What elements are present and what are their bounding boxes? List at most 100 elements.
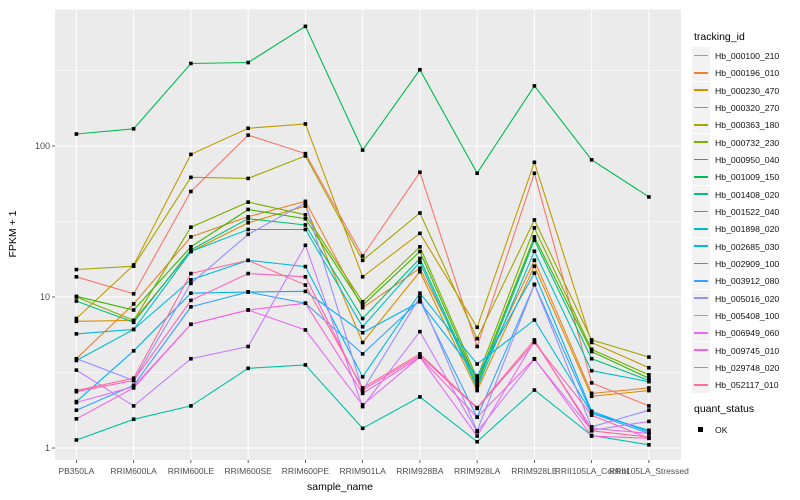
data-point-marker xyxy=(189,189,193,194)
data-point-marker xyxy=(360,375,365,379)
data-point-marker xyxy=(475,171,479,176)
data-point-marker xyxy=(418,295,422,299)
data-point-marker xyxy=(418,352,422,356)
legend-color-line-icon xyxy=(693,72,708,74)
legend-key xyxy=(692,150,710,168)
y-tick-label: 100 xyxy=(34,140,50,151)
legend-title-tracking: tracking_id xyxy=(694,31,745,43)
data-point-marker xyxy=(589,349,594,354)
legend-key xyxy=(692,341,710,359)
data-point-marker xyxy=(418,67,422,72)
data-point-marker xyxy=(475,374,479,378)
data-point-marker xyxy=(189,152,193,157)
legend-key xyxy=(692,220,710,238)
data-point-marker xyxy=(303,24,308,29)
data-point-marker xyxy=(647,373,651,377)
data-point-marker xyxy=(74,438,79,442)
data-point-marker xyxy=(360,386,365,390)
legend-color-line-icon xyxy=(693,106,708,109)
x-tick-label: RRII105LA_Control xyxy=(554,466,629,476)
data-point-marker xyxy=(647,388,651,393)
legend-item-label: Hb_000732_230 xyxy=(715,137,780,148)
legend-key xyxy=(692,324,710,342)
data-point-marker xyxy=(189,322,193,327)
data-point-marker xyxy=(246,207,250,212)
x-tick-label: RRIM600SE xyxy=(224,466,272,476)
legend-color-line-icon xyxy=(693,383,708,386)
data-point-marker xyxy=(475,336,479,341)
data-point-marker xyxy=(589,426,594,431)
legend-key xyxy=(692,168,710,186)
data-point-marker xyxy=(589,158,594,162)
data-point-marker xyxy=(589,338,594,342)
data-point-marker xyxy=(589,340,594,345)
data-point-marker xyxy=(532,388,537,392)
data-point-marker xyxy=(532,235,537,239)
x-tick-label: RRIM600PE xyxy=(281,466,330,476)
data-point-marker xyxy=(74,388,79,393)
data-point-marker xyxy=(303,201,308,205)
legend-item-label: Hb_001522_040 xyxy=(715,206,780,217)
data-point-marker xyxy=(74,294,79,299)
legend-color-line-icon xyxy=(693,227,708,230)
data-point-marker xyxy=(246,271,250,276)
legend-color-line-icon xyxy=(693,89,708,91)
data-point-marker xyxy=(647,376,651,380)
legend-key xyxy=(692,289,710,307)
data-point-marker xyxy=(74,368,79,372)
data-point-marker xyxy=(589,428,594,433)
data-point-marker xyxy=(475,405,479,410)
data-point-marker xyxy=(189,356,193,361)
data-point-marker xyxy=(589,434,594,438)
data-point-marker xyxy=(532,226,537,230)
data-point-marker xyxy=(360,391,365,396)
legend-color-line-icon xyxy=(693,297,708,299)
data-point-marker xyxy=(246,366,250,371)
data-point-marker xyxy=(74,132,79,136)
data-point-marker xyxy=(360,275,365,279)
legend-key xyxy=(692,254,710,272)
data-point-marker xyxy=(189,175,193,180)
data-point-marker xyxy=(303,283,308,287)
legend-item-label: Hb_009745_010 xyxy=(715,345,780,356)
data-point-marker xyxy=(532,318,537,322)
data-point-marker xyxy=(532,218,537,222)
ok-square-icon xyxy=(698,427,703,432)
data-point-marker xyxy=(246,133,250,137)
data-point-marker xyxy=(475,430,479,434)
x-axis-title: sample_name xyxy=(307,481,373,493)
data-point-marker xyxy=(418,256,422,261)
data-point-marker xyxy=(246,221,250,225)
data-point-marker xyxy=(246,216,250,221)
data-point-marker xyxy=(74,332,79,336)
data-point-marker xyxy=(303,264,308,269)
data-point-marker xyxy=(303,243,308,248)
x-tick-label: RRIM928BA xyxy=(396,466,444,476)
data-point-marker xyxy=(647,443,651,447)
data-point-marker xyxy=(647,435,651,439)
data-point-marker xyxy=(189,245,193,249)
data-point-marker xyxy=(532,238,537,242)
data-point-marker xyxy=(589,368,594,373)
legend-color-line-icon xyxy=(693,314,708,317)
legend-color-line-icon xyxy=(693,262,708,265)
legend-key xyxy=(692,116,710,134)
data-point-marker xyxy=(475,362,479,366)
data-point-marker xyxy=(475,325,479,330)
data-point-marker xyxy=(189,225,193,229)
data-point-marker xyxy=(246,227,250,232)
data-point-marker xyxy=(589,411,594,416)
legend-key xyxy=(692,237,710,255)
data-point-marker xyxy=(246,214,250,219)
data-point-marker xyxy=(74,267,79,272)
legend-key xyxy=(692,64,710,82)
data-point-marker xyxy=(131,386,136,390)
legend-item-label: Hb_006949_060 xyxy=(715,328,780,339)
legend-item-label: Hb_000196_010 xyxy=(715,68,780,79)
data-point-marker xyxy=(360,426,365,431)
data-point-marker xyxy=(532,249,537,254)
legend-title-status: quant_status xyxy=(694,403,755,415)
legend-color-line-icon xyxy=(693,193,708,195)
